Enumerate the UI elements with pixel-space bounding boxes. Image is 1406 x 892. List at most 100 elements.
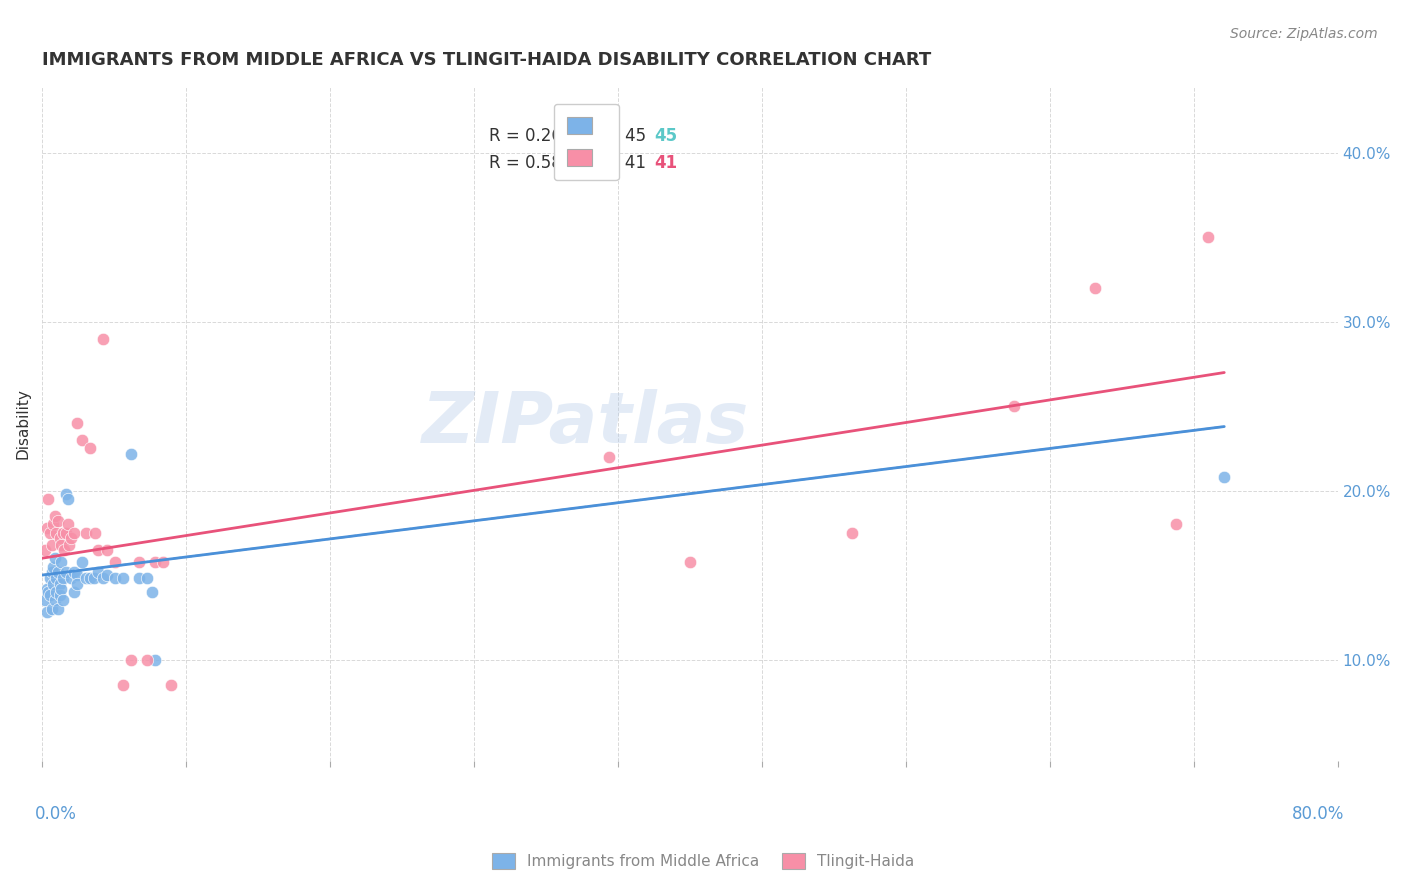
Text: ZIPatlas: ZIPatlas: [422, 389, 749, 458]
Point: [1002, 399, 1025, 413]
Point: [79, 572, 101, 586]
Point: [59, 572, 82, 586]
Text: Source: ZipAtlas.com: Source: ZipAtlas.com: [1230, 27, 1378, 41]
Point: [53, 542, 76, 557]
Point: [104, 555, 127, 569]
Point: [51, 538, 73, 552]
Point: [72, 555, 94, 569]
Point: [96, 542, 118, 557]
Point: [120, 446, 142, 460]
Point: [66, 568, 89, 582]
Text: 80.0%: 80.0%: [1292, 805, 1344, 822]
Point: [93, 332, 115, 346]
Point: [35, 605, 58, 619]
Point: [75, 525, 97, 540]
Point: [56, 492, 79, 507]
Point: [72, 433, 94, 447]
Text: 41: 41: [655, 154, 678, 172]
Point: [679, 555, 702, 569]
Point: [598, 450, 620, 464]
Point: [143, 652, 166, 666]
Point: [45, 525, 67, 540]
Point: [42, 559, 65, 574]
Point: [87, 565, 110, 579]
Legend: , : ,: [554, 104, 619, 180]
Point: [45, 585, 67, 599]
Point: [46, 565, 69, 579]
Point: [66, 576, 89, 591]
Text: 0.0%: 0.0%: [35, 805, 77, 822]
Point: [120, 652, 142, 666]
Point: [38, 588, 60, 602]
Point: [44, 593, 66, 607]
Point: [38, 572, 60, 586]
Point: [41, 565, 63, 579]
Point: [141, 585, 163, 599]
Point: [160, 678, 183, 692]
Point: [63, 585, 86, 599]
Point: [104, 572, 127, 586]
Point: [37, 492, 59, 507]
Point: [52, 525, 75, 540]
Text: R = 0.263   N = 45: R = 0.263 N = 45: [489, 127, 645, 145]
Point: [75, 572, 97, 586]
Legend: Immigrants from Middle Africa, Tlingit-Haida: Immigrants from Middle Africa, Tlingit-H…: [485, 847, 921, 875]
Point: [42, 576, 65, 591]
Point: [1197, 230, 1219, 244]
Point: [51, 582, 73, 596]
Point: [63, 525, 86, 540]
Point: [56, 517, 79, 532]
Point: [41, 538, 63, 552]
Point: [1084, 281, 1107, 295]
Point: [35, 521, 58, 535]
Text: IMMIGRANTS FROM MIDDLE AFRICA VS TLINGIT-HAIDA DISABILITY CORRELATION CHART: IMMIGRANTS FROM MIDDLE AFRICA VS TLINGIT…: [42, 51, 931, 69]
Point: [79, 442, 101, 456]
Point: [45, 572, 67, 586]
Text: 0.586: 0.586: [565, 154, 617, 172]
Point: [143, 555, 166, 569]
Point: [111, 678, 134, 692]
Point: [51, 555, 73, 569]
Point: [84, 525, 107, 540]
Point: [48, 576, 70, 591]
Point: [34, 542, 56, 557]
Point: [128, 555, 150, 569]
Point: [58, 538, 80, 552]
Point: [66, 416, 89, 430]
Point: [38, 525, 60, 540]
Point: [1164, 517, 1187, 532]
Point: [52, 572, 75, 586]
Point: [44, 551, 66, 566]
Text: 45: 45: [655, 127, 678, 145]
Point: [55, 565, 77, 579]
Point: [52, 593, 75, 607]
Point: [34, 593, 56, 607]
Point: [83, 572, 105, 586]
Point: [35, 582, 58, 596]
Point: [136, 652, 159, 666]
Point: [55, 487, 77, 501]
Y-axis label: Disability: Disability: [15, 388, 30, 458]
Point: [152, 555, 174, 569]
Point: [128, 572, 150, 586]
Point: [37, 585, 59, 599]
Point: [46, 602, 69, 616]
Point: [41, 602, 63, 616]
Point: [42, 517, 65, 532]
Point: [63, 565, 86, 579]
Point: [841, 525, 863, 540]
Point: [59, 531, 82, 545]
Point: [87, 542, 110, 557]
Point: [96, 568, 118, 582]
Point: [46, 514, 69, 528]
Point: [93, 572, 115, 586]
Point: [55, 525, 77, 540]
Text: R = 0.586   N = 41: R = 0.586 N = 41: [489, 154, 645, 172]
Point: [111, 572, 134, 586]
Point: [48, 531, 70, 545]
Point: [136, 572, 159, 586]
Point: [1213, 470, 1236, 484]
Point: [48, 588, 70, 602]
Point: [44, 509, 66, 524]
Text: 0.263: 0.263: [565, 127, 619, 145]
